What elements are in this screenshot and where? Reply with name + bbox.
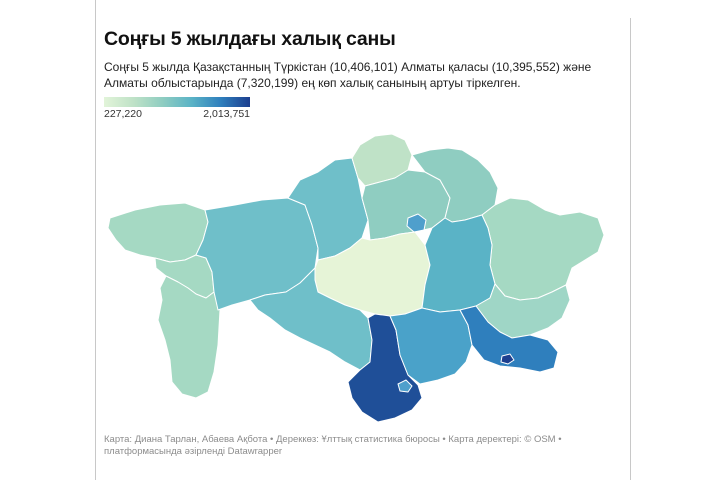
region-abai[interactable] [421,214,496,313]
legend-max-label: 2,013,751 [203,108,250,120]
chart-frame [95,18,631,480]
region-almaty[interactable] [459,305,559,373]
region-astana[interactable] [406,213,427,233]
chart-title: Соңғы 5 жылдағы халық саны [104,28,396,50]
region-kostanay[interactable] [287,157,369,261]
region-east-kazakhstan[interactable] [481,197,605,301]
region-north-kazakhstan[interactable] [351,133,413,187]
legend-gradient-bar [104,97,250,107]
legend-labels: 227,220 2,013,751 [104,108,250,122]
region-west-kazakhstan[interactable] [107,202,209,263]
region-zhambyl[interactable] [389,307,473,385]
legend-min-label: 227,220 [104,108,142,120]
region-almaty-city[interactable] [500,353,515,365]
kazakhstan-choropleth-map [107,133,605,423]
frame-edge-top [95,0,96,18]
region-mangystau[interactable] [157,275,221,399]
source-footer: Карта: Диана Тарлан, Абаева Ақбота • Дер… [104,434,562,457]
color-legend: 227,220 2,013,751 [104,97,250,122]
region-shymkent[interactable] [397,379,413,393]
chart-subtitle: Соңғы 5 жылда Қазақстанның Түркістан (10… [104,60,592,90]
